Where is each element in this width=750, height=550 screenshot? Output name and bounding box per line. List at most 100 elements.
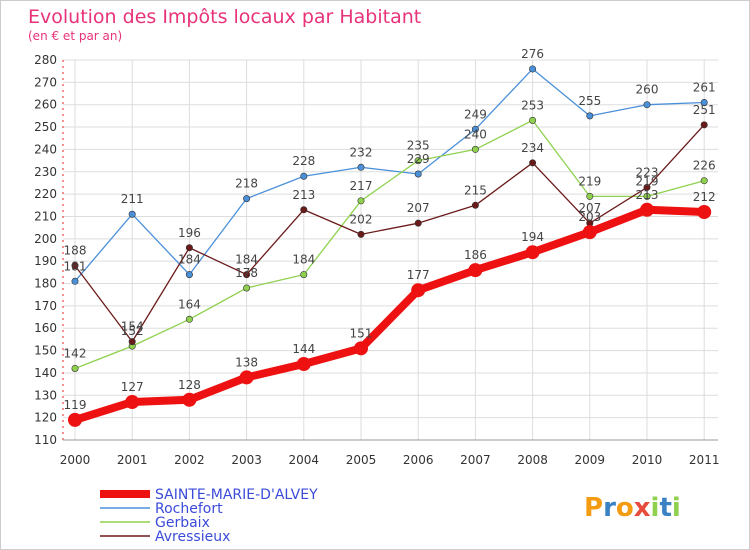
data-label: 219	[636, 174, 659, 188]
y-tick-label: 160	[34, 321, 57, 335]
data-point	[243, 271, 251, 279]
data-point	[586, 192, 594, 200]
y-tick-label: 180	[34, 277, 57, 291]
y-tick-label: 140	[34, 366, 57, 380]
data-label: 223	[636, 165, 659, 179]
data-label: 181	[64, 259, 87, 273]
data-point	[300, 206, 308, 214]
logo-letter: t	[659, 493, 671, 523]
data-label: 249	[464, 107, 487, 121]
data-label: 211	[121, 192, 144, 206]
data-label: 213	[292, 188, 315, 202]
series-line	[73, 205, 705, 424]
legend: SAINTE-MARIE-D'ALVEYRochefortGerbaixAvre…	[100, 487, 318, 545]
data-labels: 181 211 184 218 228 232 229 249 276 255 260 261 142 1…	[64, 47, 716, 412]
data-label: 212	[693, 190, 716, 204]
data-label: 255	[578, 94, 601, 108]
y-tick-label: 230	[34, 165, 57, 179]
data-label: 188	[64, 244, 87, 258]
data-point	[525, 245, 540, 260]
axes: 110 120 130 140 150 160 170 180 190 200 210 220 230 2…	[34, 53, 719, 467]
series-line	[74, 119, 705, 370]
x-tick-label: 2004	[289, 453, 320, 467]
proxiti-logo: Proxiti	[584, 493, 681, 523]
data-point	[468, 263, 483, 278]
y-tick-label: 120	[34, 411, 57, 425]
data-label: 207	[578, 201, 601, 215]
logo-text: Proxiti	[584, 493, 681, 523]
data-point	[529, 116, 537, 124]
data-point	[471, 145, 479, 153]
logo-letter: r	[603, 493, 616, 523]
data-point	[697, 205, 712, 219]
legend-label: SAINTE-MARIE-D'ALVEY	[155, 487, 318, 503]
x-tick-label: 2000	[60, 453, 91, 467]
series-avressieux	[71, 121, 708, 346]
y-tick-label: 130	[34, 388, 57, 402]
x-tick-label: 2007	[460, 453, 491, 467]
data-point	[643, 101, 651, 109]
data-label: 235	[407, 139, 430, 153]
chart-title: Evolution des Impôts locaux par Habitant	[28, 6, 421, 28]
data-point	[300, 271, 308, 279]
data-point	[71, 262, 79, 270]
data-label: 203	[578, 210, 601, 224]
data-point	[239, 370, 254, 385]
data-point	[182, 392, 197, 407]
data-label: 142	[64, 346, 87, 360]
data-point	[354, 341, 368, 356]
data-point	[357, 230, 365, 238]
data-label: 164	[178, 297, 201, 311]
y-tick-label: 210	[34, 209, 57, 223]
x-tick-label: 2008	[517, 453, 548, 467]
x-tick-label: 2011	[689, 453, 720, 467]
data-label: 127	[121, 380, 144, 394]
data-label: 240	[464, 127, 487, 141]
logo-letter: x	[634, 493, 651, 523]
y-tick-label: 190	[34, 254, 57, 268]
x-tick-label: 2001	[117, 453, 148, 467]
data-label: 215	[464, 183, 487, 197]
data-label: 152	[121, 324, 144, 338]
data-point	[185, 315, 193, 323]
logo-letter: i	[651, 493, 660, 523]
y-tick-label: 220	[34, 187, 57, 201]
logo-letter: P	[584, 493, 603, 523]
data-label: 218	[235, 177, 258, 191]
data-label: 128	[178, 378, 201, 392]
data-point	[471, 201, 479, 209]
y-tick-label: 270	[34, 75, 57, 89]
data-point	[586, 112, 594, 120]
data-label: 154	[121, 320, 144, 334]
data-point	[414, 219, 422, 227]
data-label: 253	[521, 98, 544, 112]
data-point	[640, 202, 654, 217]
data-label: 260	[636, 83, 659, 97]
data-point	[411, 283, 426, 298]
legend-label: Avressieux	[155, 529, 230, 545]
data-point	[128, 210, 136, 218]
data-point	[414, 170, 422, 178]
data-point	[71, 277, 79, 285]
x-tick-label: 2005	[346, 453, 377, 467]
x-tick-label: 2010	[632, 453, 663, 467]
data-label: 234	[521, 141, 544, 155]
data-point	[471, 125, 479, 133]
data-label: 186	[464, 248, 487, 262]
data-point	[68, 412, 82, 427]
data-point	[357, 163, 365, 171]
data-label: 138	[235, 355, 258, 369]
data-point	[357, 197, 365, 205]
data-point	[529, 65, 537, 73]
x-tick-label: 2006	[403, 453, 434, 467]
data-label: 213	[636, 188, 659, 202]
data-label: 184	[235, 253, 258, 267]
legend-label: Rochefort	[155, 501, 223, 517]
data-label: 184	[292, 253, 315, 267]
x-tick-label: 2009	[575, 453, 606, 467]
data-point	[185, 271, 193, 279]
data-label: 261	[693, 80, 716, 94]
y-tick-label: 170	[34, 299, 57, 313]
data-label: 177	[407, 268, 430, 282]
series-gerbaix	[71, 116, 708, 372]
